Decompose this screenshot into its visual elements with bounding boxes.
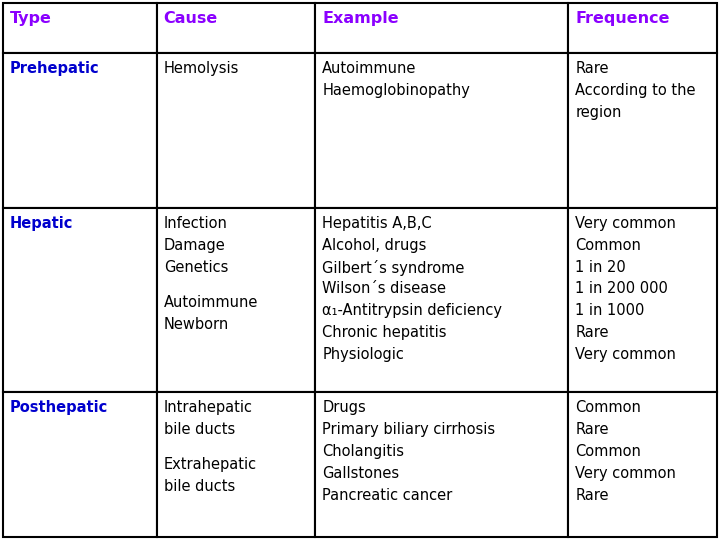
- Text: Infection: Infection: [163, 215, 228, 231]
- Text: bile ducts: bile ducts: [163, 480, 235, 494]
- Text: α₁-Antitrypsin deficiency: α₁-Antitrypsin deficiency: [323, 303, 503, 319]
- Bar: [3, 3, 157, 53]
- Bar: [568, 207, 717, 392]
- Text: 1 in 200 000: 1 in 200 000: [575, 281, 668, 296]
- Bar: [315, 53, 568, 207]
- Text: Wilson´s disease: Wilson´s disease: [323, 281, 446, 296]
- Text: Haemoglobinopathy: Haemoglobinopathy: [323, 83, 470, 98]
- Bar: [315, 3, 568, 53]
- Bar: [3, 392, 157, 537]
- Text: Intrahepatic: Intrahepatic: [163, 400, 253, 415]
- Text: Newborn: Newborn: [163, 316, 229, 332]
- Text: Pancreatic cancer: Pancreatic cancer: [323, 488, 453, 503]
- Bar: [568, 53, 717, 207]
- Text: region: region: [575, 105, 621, 120]
- Text: Rare: Rare: [575, 422, 608, 437]
- Bar: [568, 392, 717, 537]
- Text: Example: Example: [323, 11, 399, 26]
- Text: Gilbert´s syndrome: Gilbert´s syndrome: [323, 260, 464, 275]
- Text: Autoimmune: Autoimmune: [323, 61, 417, 76]
- Text: Frequence: Frequence: [575, 11, 670, 26]
- Text: Genetics: Genetics: [163, 260, 228, 274]
- Text: Very common: Very common: [575, 347, 676, 362]
- Bar: [568, 3, 717, 53]
- Text: Physiologic: Physiologic: [323, 347, 404, 362]
- Text: Hepatitis A,B,C: Hepatitis A,B,C: [323, 215, 432, 231]
- Text: Extrahepatic: Extrahepatic: [163, 457, 257, 472]
- Bar: [157, 207, 315, 392]
- Text: Posthepatic: Posthepatic: [10, 400, 108, 415]
- Text: Gallstones: Gallstones: [323, 466, 400, 481]
- Text: bile ducts: bile ducts: [163, 422, 235, 437]
- Text: Very common: Very common: [575, 466, 676, 481]
- Text: Prehepatic: Prehepatic: [10, 61, 99, 76]
- Text: Rare: Rare: [575, 488, 608, 503]
- Bar: [315, 392, 568, 537]
- Text: Common: Common: [575, 444, 641, 459]
- Text: Rare: Rare: [575, 326, 608, 340]
- Text: According to the: According to the: [575, 83, 696, 98]
- Bar: [157, 3, 315, 53]
- Bar: [157, 392, 315, 537]
- Text: Hepatic: Hepatic: [10, 215, 73, 231]
- Text: Alcohol, drugs: Alcohol, drugs: [323, 238, 427, 253]
- Bar: [315, 207, 568, 392]
- Bar: [3, 53, 157, 207]
- Text: Common: Common: [575, 238, 641, 253]
- Bar: [157, 53, 315, 207]
- Text: Damage: Damage: [163, 238, 225, 253]
- Text: Primary biliary cirrhosis: Primary biliary cirrhosis: [323, 422, 495, 437]
- Text: Chronic hepatitis: Chronic hepatitis: [323, 326, 447, 340]
- Text: Drugs: Drugs: [323, 400, 366, 415]
- Text: Very common: Very common: [575, 215, 676, 231]
- Text: Hemolysis: Hemolysis: [163, 61, 239, 76]
- Text: Cholangitis: Cholangitis: [323, 444, 405, 459]
- Text: Cause: Cause: [163, 11, 218, 26]
- Text: Autoimmune: Autoimmune: [163, 295, 258, 309]
- Text: Rare: Rare: [575, 61, 608, 76]
- Bar: [3, 207, 157, 392]
- Text: Type: Type: [10, 11, 52, 26]
- Text: Common: Common: [575, 400, 641, 415]
- Text: 1 in 20: 1 in 20: [575, 260, 626, 274]
- Text: 1 in 1000: 1 in 1000: [575, 303, 644, 319]
